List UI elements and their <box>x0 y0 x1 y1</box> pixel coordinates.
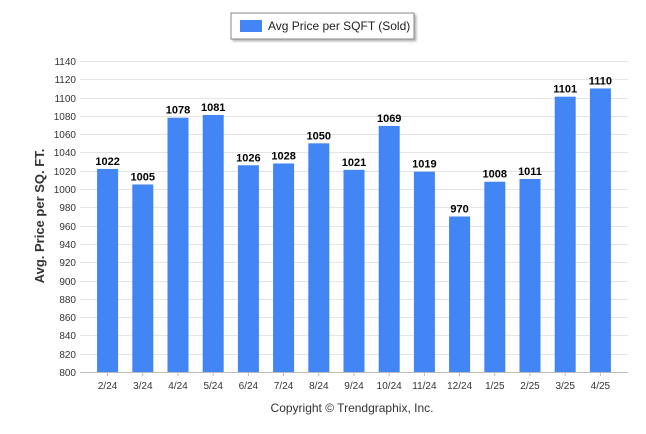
data-label: 1026 <box>236 152 260 164</box>
x-tick-label: 5/24 <box>203 381 223 392</box>
data-label: 1005 <box>131 171 155 183</box>
x-tick-label: 6/24 <box>239 381 259 392</box>
y-tick-label: 940 <box>59 240 76 251</box>
y-tick-label: 1120 <box>54 75 76 86</box>
bar <box>484 181 506 372</box>
data-label: 1078 <box>166 105 190 117</box>
bar <box>449 216 471 372</box>
data-label: 1008 <box>483 169 507 181</box>
bar <box>202 114 224 372</box>
y-tick-label: 1080 <box>54 112 77 123</box>
x-tick-label: 7/24 <box>274 381 294 392</box>
bar <box>97 168 119 372</box>
bar <box>237 165 259 372</box>
y-tick-label: 840 <box>59 331 76 342</box>
data-label: 1110 <box>589 75 612 87</box>
data-label: 1019 <box>412 159 436 171</box>
data-label: 1081 <box>201 102 225 114</box>
y-tick-label: 820 <box>59 350 76 361</box>
x-tick-label: 3/24 <box>133 381 153 392</box>
bar <box>132 184 154 372</box>
y-axis-title: Avg. Price per SQ. FT. <box>32 149 47 284</box>
data-label: 1028 <box>271 150 295 162</box>
x-tick-label: 8/24 <box>309 381 329 392</box>
x-tick-label: 1/25 <box>485 381 505 392</box>
y-tick-label: 980 <box>59 203 76 214</box>
bar <box>378 125 400 372</box>
y-tick-label: 1040 <box>54 148 77 159</box>
y-tick-label: 1140 <box>54 57 76 68</box>
x-tick-label: 2/24 <box>98 381 118 392</box>
bars <box>97 88 611 373</box>
bar <box>343 169 365 372</box>
x-tick-label: 11/24 <box>412 381 437 392</box>
y-tick-label: 900 <box>59 277 76 288</box>
y-tick-label: 1060 <box>54 130 77 141</box>
y-tick-label: 800 <box>59 368 76 379</box>
bar <box>589 88 611 373</box>
y-tick-label: 860 <box>59 313 76 324</box>
legend[interactable]: Avg Price per SQFT (Sold) <box>230 12 415 40</box>
y-axis-ticks: 800 820 840 860 880 900 920 940 960 980 1000 1020 10… <box>54 57 77 379</box>
y-tick-label: 1100 <box>54 94 76 105</box>
data-labels: 1022 1005 1078 1081 1026 1028 1050 1021 1069 1019… <box>95 75 612 215</box>
x-tick-label: 9/24 <box>344 381 364 392</box>
bar <box>413 171 435 372</box>
data-label: 1069 <box>377 113 401 125</box>
y-tick-label: 1000 <box>54 185 77 196</box>
bar <box>519 178 541 372</box>
x-tick-label: 4/24 <box>168 381 188 392</box>
x-tick-label: 10/24 <box>377 381 402 392</box>
data-label: 1101 <box>553 84 577 96</box>
data-label: 1011 <box>518 166 542 178</box>
data-label: 970 <box>450 204 468 216</box>
y-tick-label: 1020 <box>54 167 77 178</box>
x-tick-label: 12/24 <box>447 381 472 392</box>
x-tick-label: 2/25 <box>520 381 540 392</box>
data-label: 1022 <box>95 156 119 168</box>
bar <box>167 117 189 372</box>
x-axis-ticks: 2/24 3/24 4/24 5/24 6/24 7/24 8/24 9/24 10/24 11/… <box>98 372 611 392</box>
legend-label: Avg Price per SQFT (Sold) <box>268 19 410 33</box>
data-label: 1021 <box>342 157 366 169</box>
data-label: 1050 <box>307 130 331 142</box>
x-tick-label: 3/25 <box>555 381 575 392</box>
legend-swatch <box>240 20 262 32</box>
copyright-text: Copyright © Trendgraphix, Inc. <box>271 401 434 415</box>
bar <box>308 143 330 372</box>
x-tick-label: 4/25 <box>591 381 611 392</box>
y-tick-label: 880 <box>59 295 76 306</box>
bar <box>273 163 295 372</box>
y-tick-label: 920 <box>59 258 76 269</box>
bar <box>554 96 576 373</box>
y-tick-label: 960 <box>59 222 76 233</box>
